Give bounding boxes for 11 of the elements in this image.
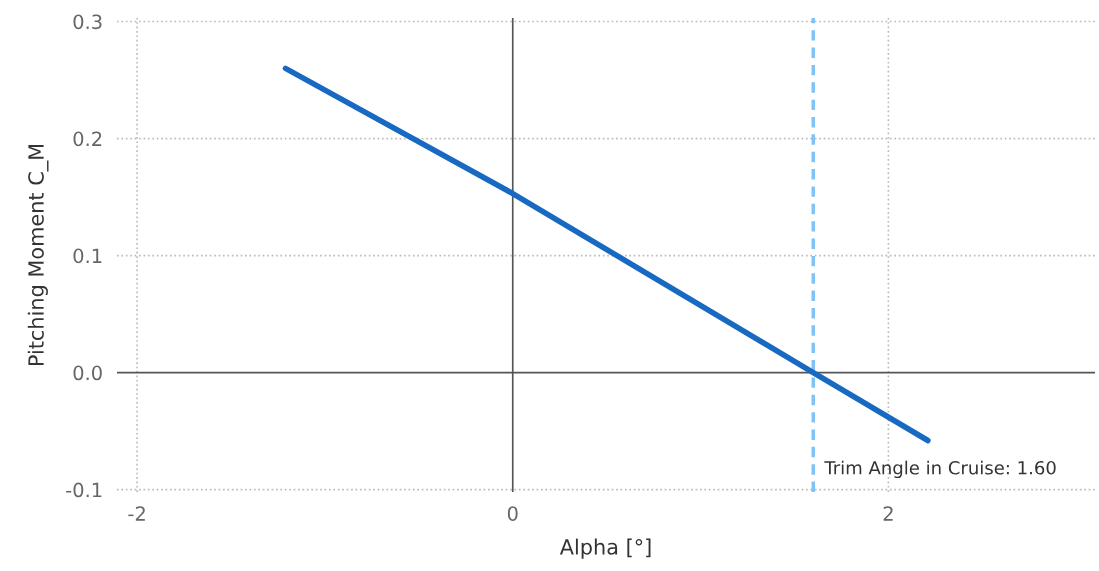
y-tick-label: -0.1 (66, 482, 102, 498)
x-axis-title: Alpha [°] (559, 538, 651, 559)
y-tick-label: 0.3 (73, 14, 102, 30)
y-tick-label: 0.2 (73, 131, 102, 147)
x-tick-label: 0 (507, 506, 518, 521)
ref-line-label: Trim Angle in Cruise: 1.60 (824, 460, 1056, 479)
x-tick-label: -2 (128, 506, 145, 521)
y-tick-label: 0.1 (73, 248, 102, 264)
y-axis-title: Pitching Moment C_M (27, 144, 49, 366)
y-tick-label: 0.0 (73, 365, 102, 381)
x-tick-label: 2 (883, 506, 893, 521)
